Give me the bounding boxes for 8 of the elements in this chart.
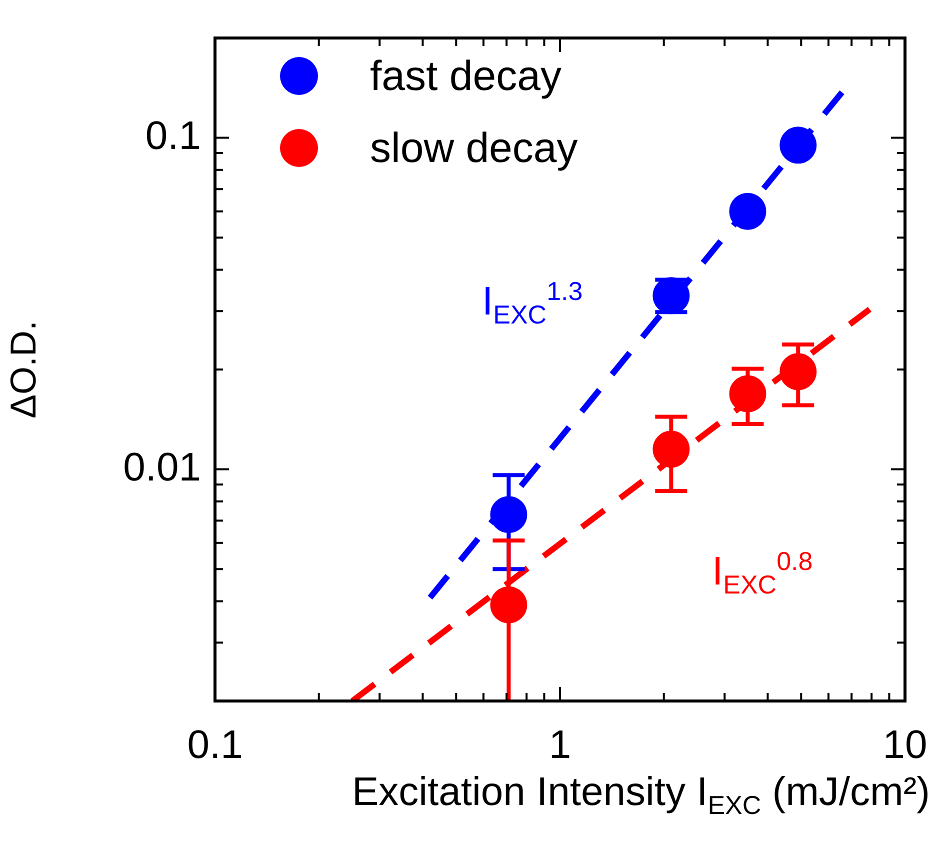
legend-label: slow decay xyxy=(370,124,578,171)
y-axis-title: ΔO.D. xyxy=(2,320,44,419)
x-tick-label: 1 xyxy=(548,723,572,768)
x-tick-label: 10 xyxy=(882,723,928,768)
y-tick-label: 0.01 xyxy=(123,445,201,490)
legend-label: fast decay xyxy=(370,52,562,99)
x-tick-label: 0.1 xyxy=(187,723,243,768)
x-axis-title: Excitation Intensity I$_{EXC}$ (mJ/cm²) xyxy=(350,770,930,821)
